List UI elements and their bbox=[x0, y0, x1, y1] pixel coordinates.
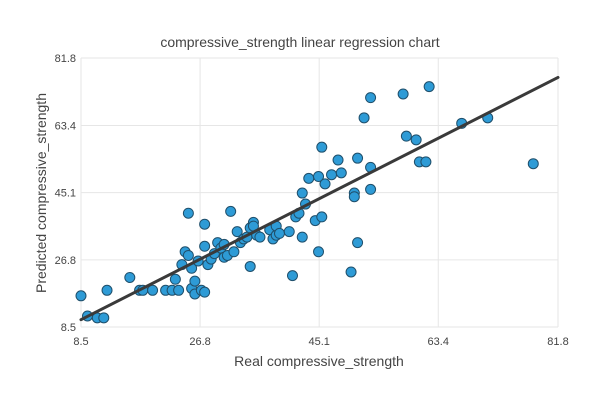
x-axis-title: Real compressive_strength bbox=[234, 353, 404, 369]
data-point bbox=[75, 290, 87, 302]
chart-title: compressive_strength linear regression c… bbox=[160, 34, 439, 50]
data-point bbox=[352, 237, 364, 249]
data-point bbox=[124, 271, 136, 283]
data-point bbox=[199, 218, 211, 230]
data-point bbox=[397, 88, 409, 100]
y-axis-title: Predicted compressive_strength bbox=[33, 93, 49, 293]
data-point bbox=[283, 226, 295, 238]
x-tick-label: 81.8 bbox=[547, 336, 568, 348]
y-tick-label: 8.5 bbox=[61, 322, 76, 334]
data-point bbox=[101, 284, 113, 296]
data-point bbox=[345, 266, 357, 278]
data-point bbox=[169, 273, 181, 285]
data-point bbox=[332, 154, 344, 166]
data-point bbox=[225, 205, 237, 217]
y-tick-label: 81.8 bbox=[55, 53, 76, 65]
data-point bbox=[527, 158, 539, 170]
data-point bbox=[296, 231, 308, 243]
data-point bbox=[400, 130, 412, 142]
regression-line bbox=[79, 75, 560, 322]
data-point bbox=[286, 270, 298, 282]
data-point bbox=[316, 141, 328, 153]
data-point bbox=[365, 183, 377, 195]
data-point bbox=[348, 191, 360, 203]
data-point bbox=[423, 81, 435, 93]
regression-line-group bbox=[79, 75, 560, 322]
data-point bbox=[98, 312, 110, 324]
x-tick-label: 63.4 bbox=[428, 336, 449, 348]
data-point bbox=[273, 227, 285, 239]
data-point bbox=[319, 178, 331, 190]
data-point bbox=[189, 275, 201, 287]
data-point bbox=[182, 249, 194, 261]
y-tick-label: 45.1 bbox=[55, 188, 76, 200]
data-point bbox=[303, 172, 315, 184]
data-point bbox=[365, 92, 377, 104]
data-point bbox=[254, 231, 266, 243]
data-point bbox=[316, 211, 328, 223]
data-point bbox=[410, 134, 422, 146]
x-tick-label: 45.1 bbox=[308, 336, 329, 348]
grid-lines bbox=[80, 57, 559, 328]
data-point bbox=[358, 112, 370, 124]
x-tick-label: 26.8 bbox=[189, 336, 210, 348]
data-point bbox=[335, 167, 347, 179]
data-point bbox=[231, 226, 243, 238]
data-point bbox=[326, 169, 338, 181]
data-point bbox=[199, 286, 211, 298]
data-point bbox=[352, 152, 364, 164]
data-point bbox=[173, 284, 185, 296]
data-point bbox=[420, 156, 432, 168]
x-tick-label: 8.5 bbox=[73, 336, 88, 348]
y-tick-label: 26.8 bbox=[55, 255, 76, 267]
data-point bbox=[228, 246, 240, 258]
data-point bbox=[296, 187, 308, 199]
data-point bbox=[182, 207, 194, 219]
y-tick-label: 63.4 bbox=[55, 121, 76, 133]
data-point bbox=[147, 284, 159, 296]
data-point bbox=[244, 260, 256, 272]
data-point bbox=[313, 246, 325, 258]
data-points bbox=[75, 81, 539, 324]
data-point bbox=[199, 240, 211, 252]
data-point bbox=[313, 171, 325, 183]
tick-labels: 8.5 26.8 45.1 63.4 81.8 8.5 26.8 45.1 63.4 81.8 bbox=[55, 53, 569, 348]
